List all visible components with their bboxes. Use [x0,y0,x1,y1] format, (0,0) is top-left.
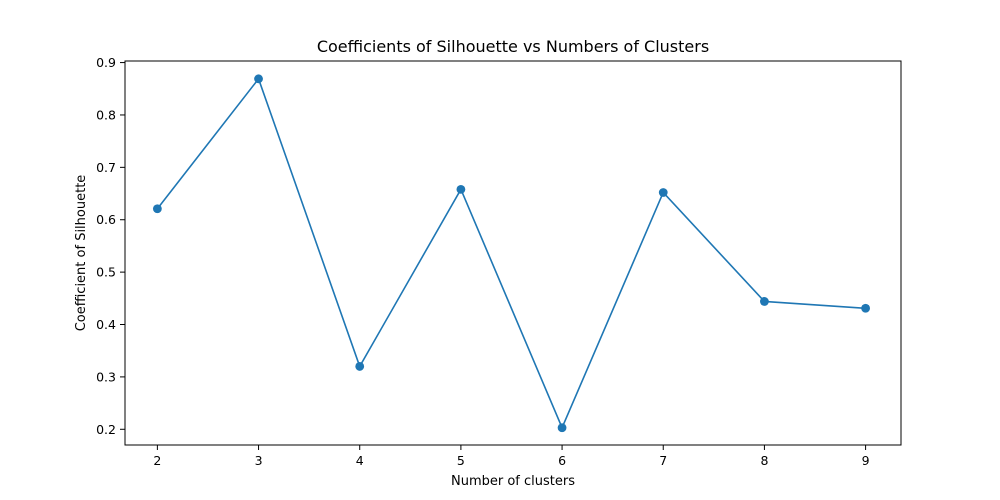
data-point [456,184,466,194]
plot-frame [124,60,902,446]
data-point [355,362,365,371]
x-tick-label: 6 [558,453,566,468]
x-tick-label: 9 [862,453,870,468]
x-tick-label: 2 [153,453,161,468]
x-tick-label: 5 [457,453,465,468]
x-tick-label: 7 [659,453,667,468]
y-tick-label: 0.2 [96,422,116,437]
series-line [156,77,866,430]
y-axis-label: Coefficient of Silhouette [74,175,89,332]
y-tick-label: 0.9 [96,55,116,70]
axes-ticks: 2 3 4 5 6 7 8 9 0.2 0.3 0.4 0.5 0.6 0.7 0.8 0.9 [96,55,870,468]
data-point [152,204,162,214]
y-tick-label: 0.5 [96,265,116,280]
y-tick-label: 0.3 [96,369,116,384]
chart-title: Coefficients of Silhouette vs Numbers of… [317,37,709,56]
x-tick-label: 8 [760,453,768,468]
x-axis-label: Number of clusters [451,474,575,489]
data-point [557,423,567,433]
x-tick-label: 3 [255,453,263,468]
y-tick-label: 0.4 [96,317,116,332]
y-tick-label: 0.6 [96,212,116,227]
data-point [254,74,263,84]
y-tick-label: 0.7 [96,160,116,175]
plot-markers-group [152,74,870,433]
y-tick-label: 0.8 [96,107,116,122]
data-point [658,188,668,197]
data-point [760,297,769,306]
plot-line-group [156,77,866,430]
data-point [861,303,870,313]
x-tick-label: 4 [356,453,364,468]
